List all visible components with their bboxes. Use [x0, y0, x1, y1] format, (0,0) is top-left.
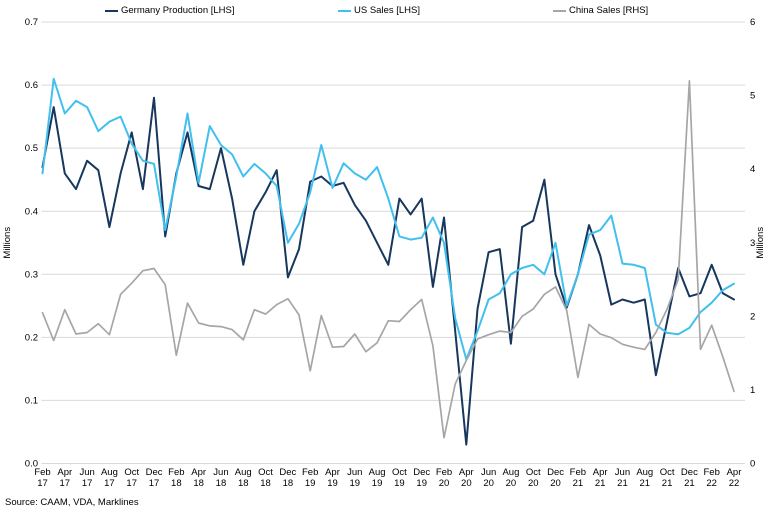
x-axis-tick-label-year: 18 — [193, 478, 204, 489]
x-axis-tick-label-year: 17 — [149, 478, 160, 489]
x-axis-tick-label: Dec — [681, 467, 698, 478]
china-line-marker-icon — [553, 10, 566, 12]
x-axis-tick-label-year: 17 — [104, 478, 115, 489]
right-axis-tick-label: 1 — [750, 385, 755, 396]
x-axis-tick-label: Apr — [57, 467, 72, 478]
left-axis-tick-label: 0.5 — [25, 143, 38, 154]
x-axis-tick-label: Jun — [615, 467, 630, 478]
legend-item-china-sales[interactable]: China Sales [RHS] — [553, 5, 648, 17]
x-axis-tick-label: Oct — [526, 467, 541, 478]
x-axis-tick-label: Jun — [213, 467, 228, 478]
x-axis-tick-label: Oct — [392, 467, 407, 478]
series-line-germany-production-lhs — [41, 96, 735, 446]
x-axis-tick-label: Apr — [593, 467, 608, 478]
x-axis-tick-label-year: 19 — [372, 478, 383, 489]
right-axis-tick-label: 6 — [750, 17, 755, 28]
x-axis-tick-label-year: 17 — [37, 478, 48, 489]
legend-item-germany-production[interactable]: Germany Production [LHS] — [105, 5, 235, 17]
x-axis-tick-label-year: 17 — [60, 478, 71, 489]
x-axis-tick-label: Dec — [413, 467, 430, 478]
x-axis-tick-label: Aug — [235, 467, 252, 478]
x-axis-tick-label: Apr — [191, 467, 206, 478]
x-axis-tick-label: Feb — [570, 467, 586, 478]
germany-line-marker-icon — [105, 10, 118, 12]
x-axis-tick-label-year: 18 — [283, 478, 294, 489]
x-axis-tick-label: Aug — [369, 467, 386, 478]
us-line-marker-icon — [338, 10, 351, 12]
left-axis-tick-label: 0.6 — [25, 80, 38, 91]
legend-item-us-sales[interactable]: US Sales [LHS] — [338, 5, 420, 17]
x-axis-tick-label-year: 21 — [617, 478, 628, 489]
right-axis-tick-label: 3 — [750, 238, 755, 249]
x-axis-tick-label-year: 19 — [350, 478, 361, 489]
x-axis-tick-label: Aug — [101, 467, 118, 478]
x-axis-tick-label-year: 19 — [416, 478, 427, 489]
x-axis-tick-label: Aug — [636, 467, 653, 478]
x-axis-tick-label-year: 20 — [461, 478, 472, 489]
source-note: Source: CAAM, VDA, Marklines — [5, 497, 139, 508]
right-axis-tick-label: 2 — [750, 311, 755, 322]
x-axis-tick-label: Jun — [79, 467, 94, 478]
x-axis-tick-label: Oct — [660, 467, 675, 478]
x-axis-tick-label: Jun — [481, 467, 496, 478]
left-axis-tick-label: 0.0 — [25, 459, 38, 470]
x-axis-tick-label-year: 21 — [662, 478, 673, 489]
x-axis-tick-label-year: 18 — [260, 478, 271, 489]
legend-label: US Sales [LHS] — [354, 5, 420, 16]
x-axis-tick-label-year: 21 — [595, 478, 606, 489]
x-axis-tick-label: Apr — [459, 467, 474, 478]
x-axis-tick-label-year: 21 — [573, 478, 584, 489]
x-axis-tick-label-year: 21 — [684, 478, 695, 489]
x-axis-tick-label-year: 19 — [305, 478, 316, 489]
x-axis-tick-label: Apr — [727, 467, 742, 478]
left-axis-tick-label: 0.7 — [25, 17, 38, 28]
x-axis-tick-label-year: 20 — [483, 478, 494, 489]
x-axis-tick-label-year: 22 — [706, 478, 717, 489]
x-axis-tick-label-year: 17 — [126, 478, 137, 489]
x-axis-tick-label: Dec — [279, 467, 296, 478]
left-axis-title: Millions — [2, 227, 13, 259]
x-axis-tick-label-year: 20 — [550, 478, 561, 489]
right-axis-tick-label: 0 — [750, 459, 755, 470]
x-axis-tick-label: Feb — [436, 467, 452, 478]
left-axis-tick-label: 0.2 — [25, 332, 38, 343]
right-axis-tick-label: 5 — [750, 91, 755, 102]
right-axis-title: Millions — [755, 227, 766, 259]
series-line-us-sales-lhs — [41, 77, 735, 361]
legend-label: China Sales [RHS] — [569, 5, 649, 16]
x-axis-tick-label-year: 17 — [82, 478, 93, 489]
x-axis-tick-label: Feb — [302, 467, 318, 478]
x-axis-tick-label-year: 19 — [327, 478, 338, 489]
x-axis-tick-label: Dec — [146, 467, 163, 478]
x-axis-tick-label: Apr — [325, 467, 340, 478]
x-axis-tick-label-year: 20 — [506, 478, 517, 489]
x-axis-tick-label-year: 21 — [639, 478, 650, 489]
x-axis-tick-label: Feb — [704, 467, 720, 478]
x-axis-tick-label: Feb — [34, 467, 50, 478]
x-axis-tick-label: Oct — [124, 467, 139, 478]
x-axis-tick-label: Aug — [502, 467, 519, 478]
left-axis-tick-label: 0.1 — [25, 395, 38, 406]
x-axis-tick-label: Dec — [547, 467, 564, 478]
x-axis-tick-label: Feb — [168, 467, 184, 478]
left-axis-tick-label: 0.4 — [25, 206, 38, 217]
x-axis-tick-label: Oct — [258, 467, 273, 478]
x-axis-tick-label-year: 18 — [238, 478, 249, 489]
x-axis-tick-label: Jun — [347, 467, 362, 478]
x-axis-tick-label-year: 19 — [394, 478, 405, 489]
x-axis-tick-label-year: 20 — [528, 478, 539, 489]
left-axis-tick-label: 0.3 — [25, 269, 38, 280]
x-axis-tick-label-year: 20 — [439, 478, 450, 489]
legend-label: Germany Production [LHS] — [121, 5, 235, 16]
x-axis-tick-label-year: 22 — [729, 478, 740, 489]
series-line-china-sales-rhs — [41, 80, 735, 439]
right-axis-tick-label: 4 — [750, 164, 755, 175]
x-axis-tick-label-year: 18 — [171, 478, 182, 489]
x-axis-tick-label-year: 18 — [216, 478, 227, 489]
